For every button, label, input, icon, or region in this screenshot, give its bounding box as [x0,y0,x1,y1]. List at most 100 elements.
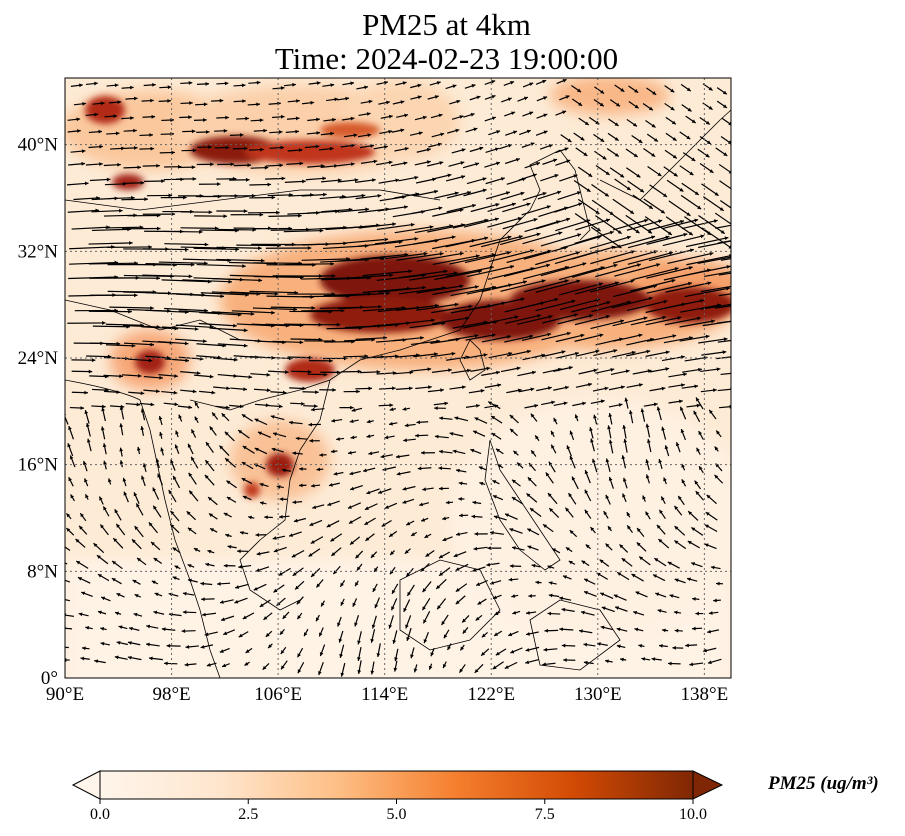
wind-vector [236,323,275,327]
wind-vector-head [368,99,373,104]
wind-vector-head [418,131,423,136]
wind-vector-head [152,487,157,492]
wind-vector-head [183,195,187,200]
wind-vector-head [225,533,230,538]
wind-vector [396,304,439,312]
wind-vector-head [634,104,639,109]
wind-vector-head [420,450,425,455]
wind-vector [717,339,731,343]
wind-vector-head [530,413,535,418]
wind-vector-head [340,672,345,677]
colorbar-tick-label: 0.0 [90,806,110,823]
wind-vector [446,191,472,199]
wind-vector-head [310,483,315,488]
wind-vector-head [542,79,547,84]
wind-vector-head [491,94,496,99]
wind-vector-head [495,448,500,453]
wind-vector-head [497,464,502,468]
wind-vector-head [278,130,283,134]
wind-vector-head [99,496,103,501]
wind-vector-head [598,282,603,287]
wind-vector-head [134,293,138,298]
wind-vector-head [219,600,224,604]
wind-vector [88,242,133,245]
lat-tick-label: 8°N [27,561,58,582]
wind-vector [571,264,618,278]
wind-vector-head [578,202,583,207]
wind-vector [614,263,661,277]
wind-vector-head [153,505,157,510]
wind-vector-head [403,161,408,166]
wind-vector-head [600,625,605,630]
wind-vector-head [248,515,252,520]
wind-vector-head [420,336,424,340]
wind-vector-head [366,490,371,495]
wind-vector [105,344,136,347]
wind-vector-head [679,187,684,192]
wind-vector-head [651,123,656,128]
wind-vector-head [551,400,555,405]
wind-vector-head [643,316,648,321]
wind-vector-head [350,116,355,121]
wind-vector-head [563,401,568,406]
wind-vector-head [363,468,367,473]
wind-vector-head [453,553,458,558]
wind-vector-head [613,594,618,599]
wind-vector-head [744,282,748,286]
wind-vector-head [727,140,731,144]
wind-vector [661,355,685,362]
wind-vector-head [262,665,267,670]
wind-vector-head [523,280,527,284]
wind-vector-head [337,178,342,183]
wind-vector-head [671,120,676,125]
wind-vector-head [764,251,768,255]
wind-vector-head [406,636,410,641]
wind-vector-head [600,89,605,94]
wind-vector-head [708,86,713,91]
wind-vector-head [620,88,625,92]
wind-vector-head [134,526,139,530]
wind-vector-head [415,433,419,438]
wind-vector-head [617,572,622,576]
wind-vector-head [675,442,680,447]
wind-vector-head [293,307,297,312]
wind-vector-head [364,506,369,510]
wind-vector [86,355,112,358]
wind-vector-head [590,438,594,443]
wind-vector-head [255,532,260,537]
wind-vector-head [564,279,569,283]
wind-vector-head [517,388,522,393]
wind-vector-head [427,367,432,372]
wind-vector-head [475,254,480,259]
wind-vector-head [337,622,341,627]
wind-vector-head [191,129,196,134]
wind-vector-head [414,175,419,180]
wind-vector-head [68,426,72,430]
wind-vector-head [94,112,99,117]
wind-vector-head [683,372,687,377]
wind-vector-head [489,265,494,270]
wind-vector-head [357,657,361,661]
wind-vector-head [443,634,448,639]
wind-vector [505,314,542,324]
wind-vector-head [605,218,610,223]
wind-vector-head [327,502,332,506]
wind-vector-head [709,169,714,173]
wind-vector [161,326,199,330]
wind-vector-head [207,549,212,554]
wind-vector-head [189,490,193,495]
wind-vector [571,245,616,260]
wind-vector-head [297,653,301,658]
wind-vector-head [459,251,464,256]
wind-vector-head [526,493,531,498]
wind-vector-head [349,471,354,476]
wind-vector-head [99,162,103,166]
wind-vector [290,338,323,341]
wind-vector-head [621,455,626,460]
wind-vector-head [116,523,120,528]
wind-vector [123,342,155,346]
wind-vector-head [204,308,208,313]
wind-vector-head [568,560,573,565]
wind-vector [287,356,313,359]
wind-vector-head [541,279,546,284]
